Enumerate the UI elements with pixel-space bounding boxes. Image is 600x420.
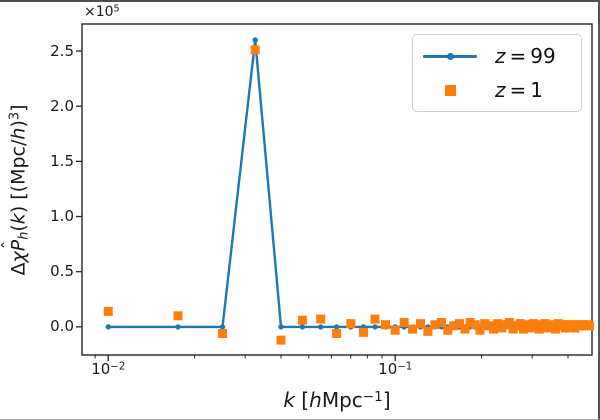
z1-point-marker <box>455 319 464 329</box>
x-tick-label: 10−1 <box>378 360 413 378</box>
y-tick-label: 1.0 <box>50 207 74 226</box>
z1-point-marker <box>465 318 475 327</box>
z99-point-marker <box>219 324 226 330</box>
z1-point-marker <box>332 329 342 338</box>
z1-point-marker <box>443 325 453 335</box>
line-marker-icon <box>423 52 477 60</box>
x-tick-label: 10−2 <box>91 360 126 378</box>
z1-point-marker <box>390 325 400 335</box>
y-tick-label: 0.0 <box>50 317 74 336</box>
z1-point-marker <box>449 321 459 331</box>
z1-point-marker <box>423 326 433 336</box>
y-tick-label: 2.0 <box>50 96 74 115</box>
z1-point-marker <box>370 314 380 324</box>
z1-point-marker <box>103 306 113 316</box>
z1-point-marker <box>408 324 418 334</box>
z1-point-marker <box>504 318 514 327</box>
z1-point-marker <box>173 311 183 321</box>
z99-point-marker <box>299 324 306 330</box>
y-tick-label: 2.5 <box>50 41 74 60</box>
z1-point-marker <box>276 335 286 345</box>
z1-point-marker <box>430 320 440 330</box>
y-tick-label: 1.5 <box>50 151 74 170</box>
z1-point-marker <box>359 327 368 337</box>
x-axis-label: k [hMpc−1] <box>283 388 391 412</box>
y-axis-offset-text: ×105 <box>84 3 120 20</box>
z1-point-marker <box>250 45 260 55</box>
z1-point-marker <box>416 319 425 329</box>
z1-point-marker <box>515 319 525 329</box>
y-axis-label: Δχ ˆ Ph(k) [(Mpc/h)3] <box>0 103 33 276</box>
z1-point-marker <box>316 314 326 324</box>
plot-spines <box>81 23 593 356</box>
z99-point-marker <box>105 324 112 330</box>
z1-point-marker <box>584 321 594 331</box>
z1-point-marker <box>475 325 485 335</box>
z1-point-marker <box>489 324 498 334</box>
z99-point-marker <box>278 324 284 330</box>
z1-point-marker <box>551 324 561 334</box>
legend: z = 99 z = 1 <box>412 34 582 112</box>
z1-point-marker <box>437 318 446 327</box>
legend-entry: z = 1 <box>423 73 571 107</box>
z1-point-marker <box>460 324 470 334</box>
z1-point-marker <box>470 320 480 330</box>
z1-point-marker <box>381 320 390 330</box>
z1-point-marker <box>346 319 356 329</box>
z99-point-marker <box>372 324 378 330</box>
y-tick-label: 0.5 <box>50 262 74 281</box>
z99-point-marker <box>175 324 181 330</box>
legend-entry: z = 99 <box>423 39 571 73</box>
z99-point-marker <box>318 324 324 330</box>
square-marker-icon <box>423 84 477 96</box>
legend-entry-label: z = 1 <box>495 78 543 102</box>
z1-point-marker <box>399 318 409 327</box>
z1-point-marker <box>297 315 307 325</box>
z99-point-marker <box>252 37 258 43</box>
z99-point-marker <box>333 324 340 330</box>
legend-entry-label: z = 99 <box>495 44 556 68</box>
z1-point-marker <box>218 329 227 338</box>
